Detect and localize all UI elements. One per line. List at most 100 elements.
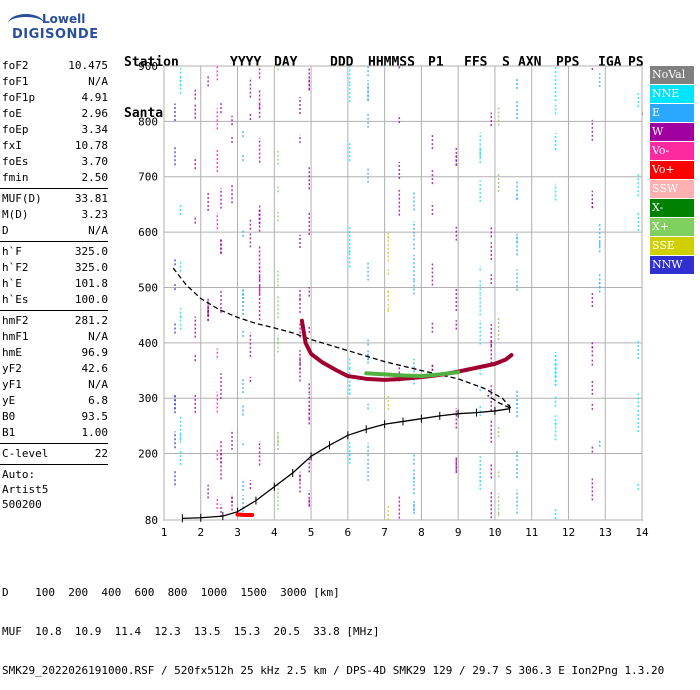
y-tick-label: 900	[138, 60, 158, 73]
param-row: foEs 3.70	[0, 154, 112, 170]
trace-x-trace	[364, 370, 461, 379]
x-tick-label: 4	[271, 526, 278, 539]
file-info-line: SMK29_2022026191000.RSF / 520fx512h 25 k…	[2, 664, 665, 677]
param-row: yF2 42.6	[0, 361, 112, 377]
param-row: B1 1.00	[0, 425, 112, 441]
param-key: hmF2	[2, 314, 29, 327]
x-tick-label: 6	[345, 526, 352, 539]
trace-es-trace	[235, 512, 255, 518]
param-row: foE 2.96	[0, 106, 112, 122]
x-tick-label: 11	[525, 526, 538, 539]
param-value: 101.8	[74, 277, 108, 290]
y-tick-label: 700	[138, 171, 158, 184]
muf-line: MUF 10.8 10.9 11.4 12.3 13.5 15.3 20.5 3…	[2, 625, 380, 638]
param-row: foF1p 4.91	[0, 90, 112, 106]
param-row: foF2 10.475	[0, 58, 112, 74]
param-row: yF1 N/A	[0, 377, 112, 393]
param-row: fxI 10.78	[0, 138, 112, 154]
param-value: 93.5	[81, 410, 109, 423]
trace-model-trace	[172, 267, 512, 410]
x-tick-label: 3	[234, 526, 241, 539]
legend-entry: X+	[650, 218, 694, 236]
legend-entry: SSE	[650, 237, 694, 255]
param-key: foF1p	[2, 91, 36, 104]
param-key: h`E	[2, 277, 22, 290]
param-separator	[0, 188, 108, 189]
plot-frame	[163, 65, 643, 521]
param-row: hmF2 281.2	[0, 313, 112, 329]
digisonde-logo: Lowell DIGISONDE	[4, 10, 114, 50]
param-row: D N/A	[0, 223, 112, 239]
param-separator	[0, 443, 108, 444]
param-separator	[0, 241, 108, 242]
logo-arc-icon	[8, 14, 44, 33]
param-row: h`F 325.0	[0, 244, 112, 260]
x-tick-label: 1	[161, 526, 168, 539]
legend-entry: W	[650, 123, 694, 141]
param-value: 10.475	[68, 59, 108, 72]
y-tick-label: 400	[138, 337, 158, 350]
param-key: h`Es	[2, 293, 29, 306]
param-row: yE 6.8	[0, 393, 112, 409]
logo-line2: DIGISONDE	[12, 27, 99, 42]
param-value: 33.81	[74, 192, 108, 205]
y-tick-label: 300	[138, 392, 158, 405]
param-key: yF1	[2, 378, 22, 391]
x-tick-label: 13	[599, 526, 612, 539]
param-key: B0	[2, 410, 16, 423]
param-value: N/A	[88, 330, 108, 343]
y-tick-label: 500	[138, 281, 158, 294]
autoscale-info: Artist5	[2, 483, 49, 496]
param-row: foF1 N/A	[0, 74, 112, 90]
param-key: h`F2	[2, 261, 29, 274]
param-value: 2.96	[81, 107, 109, 120]
param-value: 100.0	[74, 293, 108, 306]
param-value: 42.6	[81, 362, 109, 375]
x-tick-label: 2	[197, 526, 204, 539]
param-value: N/A	[88, 224, 108, 237]
polarization-legend: NoVal NNE E W Vo- Vo+ SSW X- X+ SSE NNW	[650, 66, 694, 275]
param-value: N/A	[88, 378, 108, 391]
param-key: foEs	[2, 155, 29, 168]
param-key: hmF1	[2, 330, 29, 343]
param-value: 1.00	[81, 426, 109, 439]
param-value: N/A	[88, 75, 108, 88]
y-tick-label: 80	[145, 514, 158, 527]
x-tick-label: 10	[488, 526, 501, 539]
distance-line: D 100 200 400 600 800 1000 1500 3000 [km…	[2, 586, 340, 599]
param-row: C-level 22	[0, 446, 112, 462]
legend-entry: NoVal	[650, 66, 694, 84]
param-key: foEp	[2, 123, 29, 136]
param-row: B0 93.5	[0, 409, 112, 425]
param-key: B1	[2, 426, 16, 439]
y-tick-label: 600	[138, 226, 158, 239]
param-row: hmF1 N/A	[0, 329, 112, 345]
scaled-parameters-panel: foF2 10.475 foF1 N/A foF1p 4.91 foE 2.96 foEp 3.3…	[0, 58, 112, 512]
header-label-7: S	[502, 55, 510, 70]
param-row: h`Es 100.0	[0, 292, 112, 308]
param-separator	[0, 464, 108, 465]
param-row: fmin 2.50	[0, 170, 112, 186]
param-value: 6.8	[88, 394, 108, 407]
param-key: h`F	[2, 245, 22, 258]
param-key: yF2	[2, 362, 22, 375]
param-key: foF1	[2, 75, 29, 88]
x-tick-label: 8	[418, 526, 425, 539]
param-value: 3.34	[81, 123, 109, 136]
param-row: MUF(D) 33.81	[0, 191, 112, 207]
param-key: foF2	[2, 59, 29, 72]
param-value: 325.0	[74, 261, 108, 274]
param-value: 2.50	[81, 171, 109, 184]
x-tick-label: 5	[308, 526, 315, 539]
param-row: h`F2 325.0	[0, 260, 112, 276]
y-tick-label: 800	[138, 115, 158, 128]
legend-entry: Vo+	[650, 161, 694, 179]
param-key: foE	[2, 107, 22, 120]
param-value: 325.0	[74, 245, 108, 258]
legend-entry: Vo-	[650, 142, 694, 160]
param-value: 4.91	[81, 91, 109, 104]
footer-info: D 100 200 400 600 800 1000 1500 3000 [km…	[2, 560, 664, 690]
trace-o-trace	[299, 318, 514, 382]
x-tick-label: 9	[455, 526, 462, 539]
x-tick-label: 12	[562, 526, 575, 539]
